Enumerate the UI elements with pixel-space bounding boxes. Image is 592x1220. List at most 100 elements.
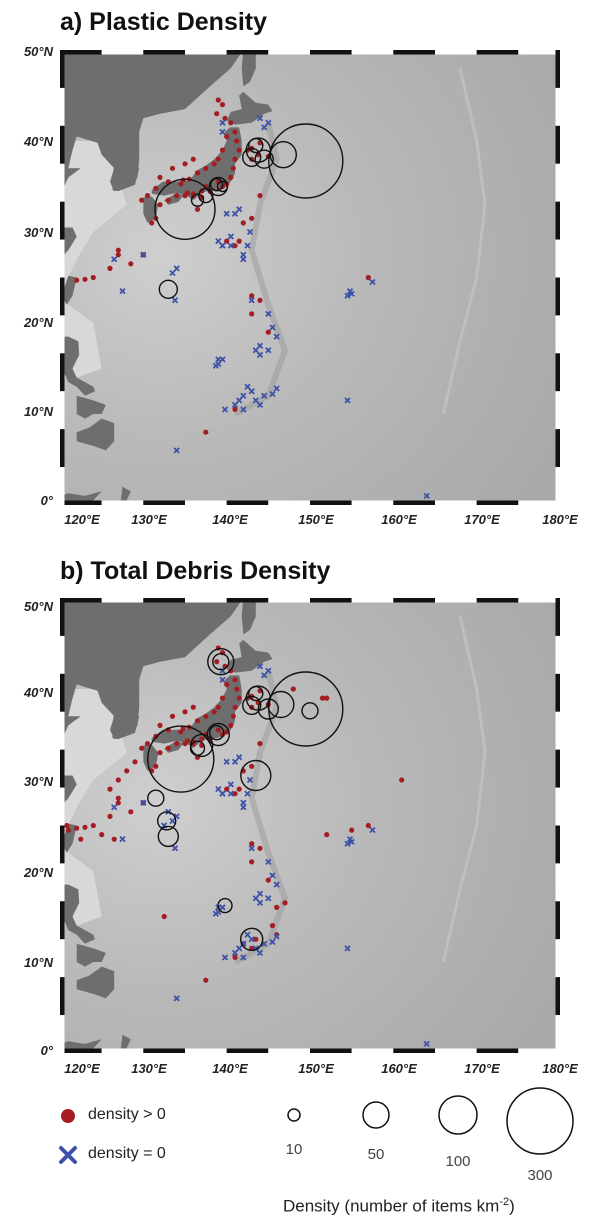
positive-point [274, 904, 280, 910]
positive-point [224, 786, 230, 792]
legend-size-circles [287, 1087, 574, 1155]
positive-point [149, 220, 155, 226]
positive-point [115, 795, 121, 801]
density-circle [257, 698, 280, 720]
positive-point [232, 791, 238, 797]
density-circle [147, 789, 165, 807]
positive-point [90, 822, 96, 829]
positive-point [82, 276, 88, 282]
negative-point [227, 790, 234, 797]
negative-point [231, 401, 239, 409]
panel-a-title: a) Plastic Density [60, 8, 268, 36]
panel-b-title: b) Total Debris Density [60, 557, 331, 585]
negative-point [219, 128, 226, 136]
positive-point [90, 274, 96, 281]
positive-point [215, 156, 221, 162]
density-circle [254, 149, 274, 169]
positive-point [232, 406, 238, 412]
density-circle [212, 653, 230, 671]
positive-point [64, 822, 70, 829]
positive-point [215, 704, 221, 710]
legend-positive-marker [61, 1109, 75, 1123]
negative-point [256, 351, 264, 358]
panel-a-xtick: 170°E [464, 512, 500, 527]
negative-point [215, 785, 222, 793]
positive-point [257, 741, 263, 747]
positive-point [169, 165, 176, 171]
negative-point [344, 397, 351, 404]
negative-point [227, 781, 234, 788]
positive-point [399, 777, 405, 783]
positive-point [240, 220, 246, 226]
positive-point [157, 750, 163, 756]
positive-point [194, 170, 201, 176]
density-axis-text: Density (number of items km [283, 1196, 500, 1216]
density-circle [156, 811, 177, 831]
positive-point [249, 215, 255, 221]
ridge [441, 67, 487, 415]
density-circle [157, 825, 180, 848]
negative-point [369, 826, 376, 834]
negative-point [111, 804, 118, 811]
density-circle [241, 695, 262, 716]
density-circle [269, 140, 298, 169]
negative-point [256, 890, 264, 897]
positive-point [203, 165, 209, 171]
negative-point [236, 397, 243, 404]
negative-point [173, 265, 180, 272]
positive-point [265, 329, 271, 335]
negative-point [256, 342, 264, 349]
negative-point [171, 845, 179, 852]
negative-point [240, 954, 247, 961]
negative-point [236, 945, 243, 952]
negative-point [269, 390, 276, 398]
negative-point [252, 397, 259, 404]
density-circle [206, 722, 231, 747]
positive-point [99, 832, 105, 838]
panel-b-ytick: 40°N [23, 685, 53, 700]
positive-point [232, 954, 238, 960]
density-axis-sup: -2 [499, 1196, 510, 1208]
negative-point [215, 356, 222, 363]
panel-b-ytick: 50°N [23, 599, 53, 614]
landmass [120, 486, 131, 501]
negative-point [265, 347, 272, 354]
positive-point [128, 261, 134, 267]
positive-point [282, 900, 288, 906]
negative-point [344, 945, 351, 952]
positive-point [107, 813, 113, 819]
panel-a-xtick: 160°E [381, 512, 417, 527]
density-axis-close: ) [509, 1196, 515, 1216]
negative-point [119, 836, 126, 843]
negative-point [344, 840, 351, 847]
landmass [76, 395, 106, 419]
positive-point [153, 763, 159, 769]
panel-b-ytick: 30°N [23, 774, 53, 789]
continental-shelf [60, 689, 127, 926]
negative-point [227, 233, 234, 240]
density-circle [216, 180, 229, 193]
landmass [61, 823, 77, 853]
negative-point [231, 210, 239, 217]
positive-point [144, 193, 151, 199]
positive-point [224, 681, 230, 688]
negative-point [244, 242, 251, 249]
negative-point [219, 119, 226, 126]
negative-point [212, 362, 219, 369]
negative-point [269, 324, 276, 331]
positive-point [182, 709, 188, 715]
positive-point [222, 115, 228, 121]
positive-point [324, 832, 330, 838]
positive-point [236, 238, 242, 244]
panel-a-ytick: 10°N [23, 404, 53, 419]
positive-point [153, 733, 159, 739]
density-circle [158, 279, 179, 300]
legend-size-label: 10 [285, 1141, 303, 1158]
density-circle [198, 187, 214, 204]
positive-point [203, 977, 209, 983]
negative-point [248, 936, 255, 943]
positive-point [199, 736, 205, 742]
positive-point [249, 859, 255, 865]
landmass [120, 1034, 131, 1049]
negative-point [265, 119, 272, 126]
